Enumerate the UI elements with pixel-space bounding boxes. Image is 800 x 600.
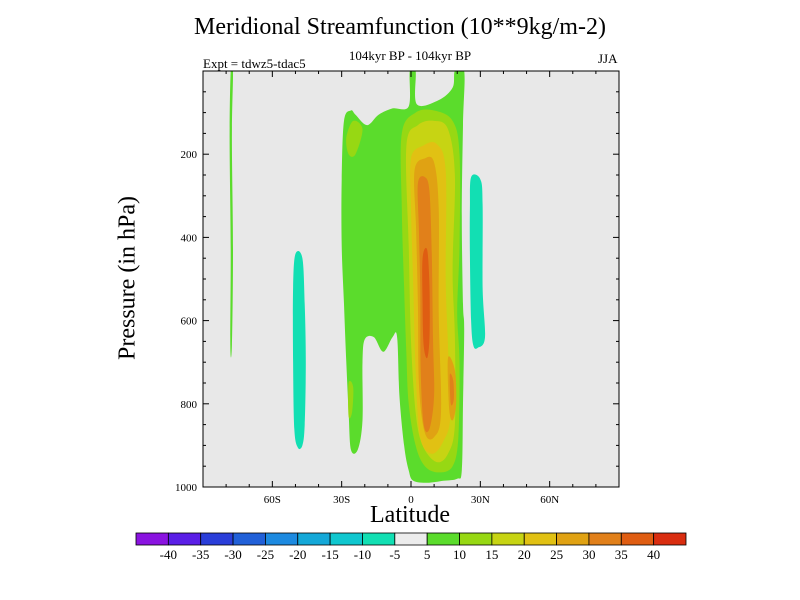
- colorbar-label: 30: [582, 547, 595, 562]
- colorbar-box: [556, 532, 590, 546]
- contour-region-6: [348, 380, 354, 419]
- x-tick-label: 60N: [540, 494, 559, 506]
- x-tick-label: 60S: [264, 494, 281, 506]
- colorbar-label: 5: [424, 547, 431, 562]
- colorbar-box: [232, 532, 266, 546]
- colorbar-box: [200, 532, 234, 546]
- chart-title: Meridional Streamfunction (10**9kg/m-2): [194, 14, 606, 40]
- colorbar-box: [523, 532, 557, 546]
- colorbar-box: [620, 532, 655, 546]
- colorbar-box: [588, 532, 622, 546]
- chart-subtitle: 104kyr BP - 104kyr BP: [348, 48, 472, 63]
- colorbar-box: [265, 532, 299, 546]
- contour-region-1: [229, 71, 234, 358]
- colorbar-label: -35: [192, 547, 209, 562]
- colorbar-box: [362, 532, 396, 546]
- colorbar-box: [394, 532, 428, 546]
- colorbar-label: -10: [354, 547, 371, 562]
- y-axis-label: Pressure (in hPa): [114, 196, 141, 360]
- x-tick-label: 30N: [471, 494, 490, 506]
- colorbar-label: -40: [160, 547, 177, 562]
- contour-region-2: [292, 251, 306, 450]
- colorbar-box: [329, 532, 363, 546]
- colorbar-box: [653, 532, 687, 546]
- colorbar-box: [297, 532, 331, 546]
- colorbar-label: 25: [550, 547, 563, 562]
- colorbar-label: -30: [224, 547, 241, 562]
- contour-region-5: [346, 120, 363, 157]
- contour-region-4: [469, 174, 486, 349]
- x-axis-label: Latitude: [370, 502, 450, 528]
- colorbar-label: -25: [257, 547, 274, 562]
- colorbar-label: 15: [485, 547, 498, 562]
- y-tick-label: 1000: [175, 482, 198, 494]
- experiment-label: Expt = tdwz5-tdac5: [203, 56, 306, 71]
- colorbar-label: 35: [615, 547, 628, 562]
- x-tick-label: 0: [408, 494, 414, 506]
- y-tick-label: 800: [181, 399, 198, 411]
- contour-region-12: [422, 247, 430, 359]
- colorbar-box: [167, 532, 202, 546]
- colorbar-label: -20: [289, 547, 306, 562]
- colorbar-box: [459, 532, 493, 546]
- contour-region-14: [449, 373, 454, 406]
- colorbar-label: 40: [647, 547, 660, 562]
- colorbar-label: -5: [389, 547, 400, 562]
- colorbar-box: [426, 532, 460, 546]
- colorbar-label: -15: [321, 547, 338, 562]
- x-tick-label: 30S: [333, 494, 350, 506]
- colorbar-box: [491, 532, 525, 546]
- colorbar-box: [135, 532, 169, 546]
- y-tick-label: 600: [181, 316, 198, 328]
- colorbar-label: 10: [453, 547, 466, 562]
- colorbar-label: 20: [518, 547, 531, 562]
- season-label: JJA: [598, 51, 618, 66]
- y-tick-label: 400: [181, 232, 198, 244]
- y-tick-label: 200: [181, 149, 198, 161]
